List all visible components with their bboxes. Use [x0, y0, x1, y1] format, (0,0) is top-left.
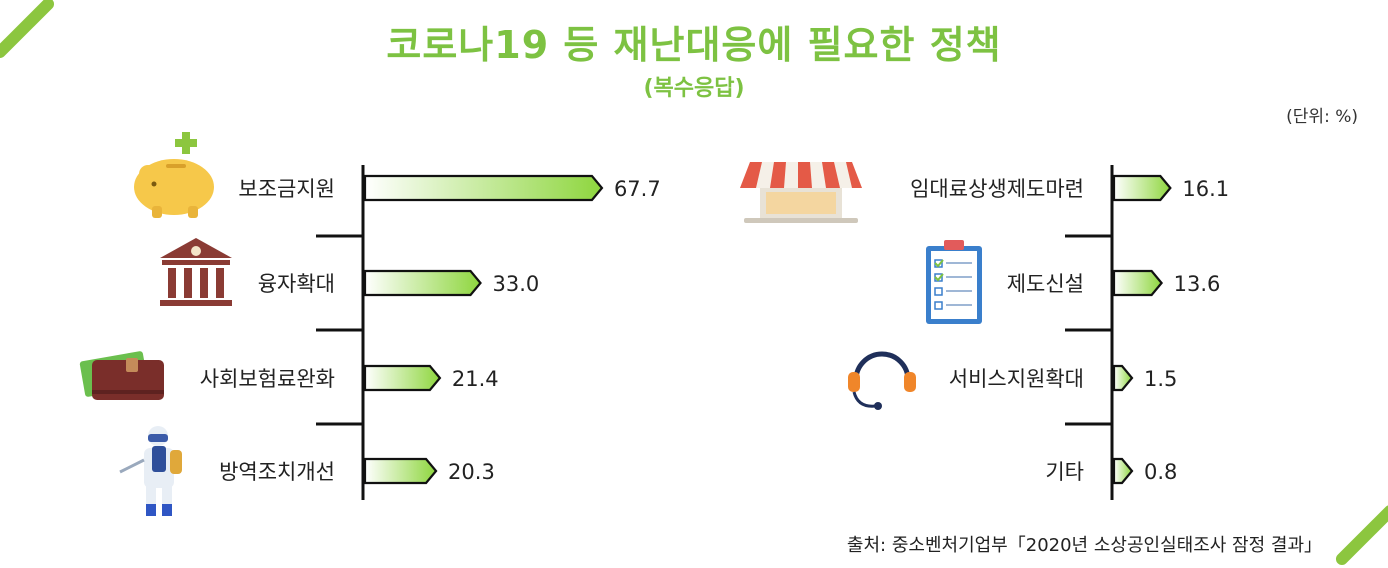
bank-icon — [160, 238, 232, 306]
data-label: 0.8 — [1144, 460, 1177, 484]
category-label: 제도신설 — [1007, 272, 1084, 296]
bar — [1112, 269, 1164, 297]
source-note: 출처: 중소벤처기업부「2020년 소상공인실태조사 잠정 결과」 — [846, 535, 1322, 556]
bar — [1112, 457, 1134, 485]
category-label: 기타 — [1045, 460, 1084, 484]
category-label: 사회보험료완화 — [200, 367, 335, 391]
data-label: 20.3 — [448, 460, 495, 484]
chart-subtitle: (복수응답) — [643, 76, 745, 101]
data-label: 13.6 — [1174, 272, 1221, 296]
bar — [363, 174, 604, 202]
data-label: 33.0 — [493, 272, 540, 296]
value-labels: 67.7 33.0 21.4 20.3 16.1 13.6 1.5 0.8 — [448, 177, 1229, 484]
clipboard-checklist-icon — [926, 240, 982, 324]
data-label: 16.1 — [1182, 177, 1229, 201]
data-label: 1.5 — [1144, 367, 1177, 391]
bar — [1112, 174, 1172, 202]
chart-title: 코로나19 등 재난대응에 필요한 정책 — [386, 23, 1002, 67]
bar — [363, 269, 482, 297]
disinfection-worker-icon — [119, 426, 182, 516]
data-label: 67.7 — [614, 177, 661, 201]
category-label: 임대료상생제도마련 — [910, 177, 1084, 201]
category-label: 서비스지원확대 — [949, 367, 1084, 391]
category-label: 방역조치개선 — [219, 460, 335, 484]
bars — [363, 174, 1172, 485]
headset-icon — [848, 351, 916, 410]
category-icons — [79, 132, 982, 516]
category-label: 보조금지원 — [238, 177, 335, 201]
category-label: 융자확대 — [258, 272, 335, 296]
bar — [363, 364, 442, 392]
store-awning-icon — [740, 162, 862, 223]
data-label: 21.4 — [452, 367, 499, 391]
bar — [363, 457, 438, 485]
piggy-bank-icon — [134, 132, 214, 218]
axes — [316, 165, 1114, 500]
unit-label: (단위: %) — [1286, 107, 1358, 127]
wallet-icon — [79, 351, 164, 400]
bar — [1112, 364, 1134, 392]
